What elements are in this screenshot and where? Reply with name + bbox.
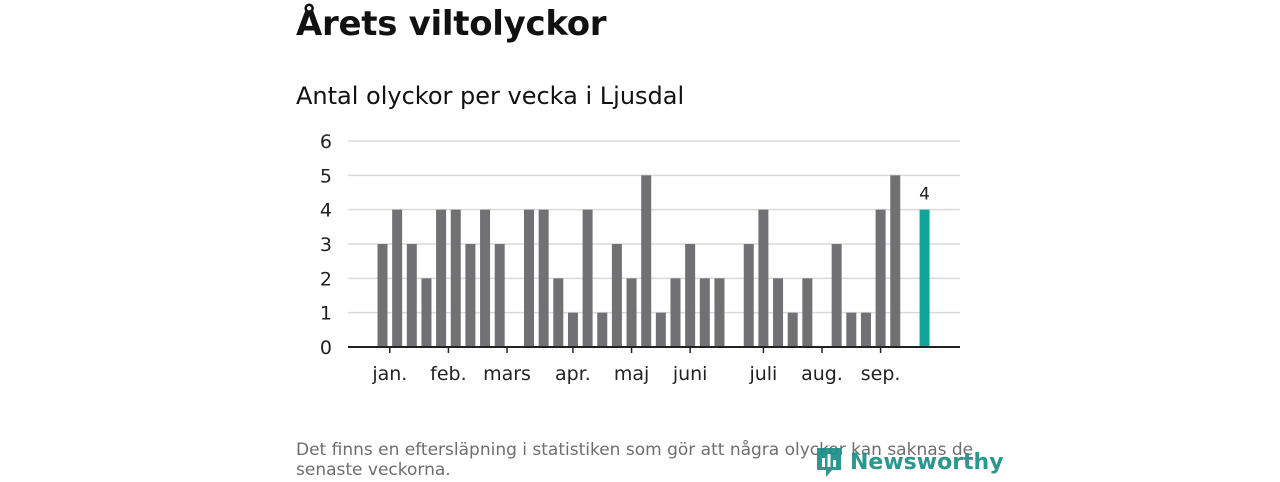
bar [890, 175, 901, 347]
bar [450, 209, 461, 347]
bar [597, 312, 608, 347]
x-tick-label: juli [748, 363, 777, 385]
bar [524, 209, 534, 347]
bar [494, 244, 505, 347]
x-tick-label: aug. [801, 363, 843, 385]
x-tick-label: mars [483, 363, 531, 385]
bar [553, 278, 564, 347]
bar [641, 175, 652, 347]
highlighted-bar [919, 209, 930, 347]
bar [758, 209, 769, 347]
bar [406, 244, 417, 347]
newsworthy-logo-icon [817, 448, 841, 477]
bar [436, 209, 447, 347]
bar [685, 244, 696, 347]
bar [538, 209, 549, 347]
x-tick-label: maj [614, 363, 649, 385]
y-tick-label: 1 [320, 303, 332, 325]
bar [714, 278, 725, 347]
x-tick-label: apr. [555, 363, 591, 385]
bar [875, 209, 886, 347]
y-tick-label: 2 [320, 268, 332, 290]
y-tick-label: 6 [320, 131, 332, 153]
highlight-data-label: 4 [919, 185, 930, 205]
x-tick-label: sep. [861, 363, 901, 385]
y-tick-label: 4 [320, 200, 332, 222]
y-tick-label: 3 [320, 234, 332, 256]
brand-name: Newsworthy [850, 449, 1004, 475]
bar [787, 312, 798, 347]
bar [773, 278, 784, 347]
y-tick-label: 0 [320, 337, 332, 359]
bar [699, 278, 710, 347]
bar [626, 278, 637, 347]
footnote: Det finns en eftersläpning i statistiken… [296, 440, 974, 480]
bar [377, 244, 388, 347]
page-title: Årets viltolyckor [296, 4, 607, 44]
bar [480, 209, 491, 347]
bar [611, 244, 622, 347]
x-tick-label: jan. [371, 363, 407, 385]
bar [465, 244, 476, 347]
x-tick-label: juni [672, 363, 708, 385]
brand-logo: Newsworthy [814, 442, 1004, 482]
x-tick-label: feb. [430, 363, 466, 385]
bar [392, 209, 403, 347]
bar [670, 278, 681, 347]
bar [582, 209, 593, 347]
bar [802, 278, 813, 347]
bar [567, 312, 578, 347]
bar [846, 312, 857, 347]
chart-subtitle: Antal olyckor per vecka i Ljusdal [296, 82, 685, 110]
bar [831, 244, 842, 347]
bar [860, 312, 871, 347]
bar [743, 244, 754, 347]
bar [421, 278, 432, 347]
y-tick-label: 5 [320, 165, 332, 187]
bar [655, 312, 666, 347]
